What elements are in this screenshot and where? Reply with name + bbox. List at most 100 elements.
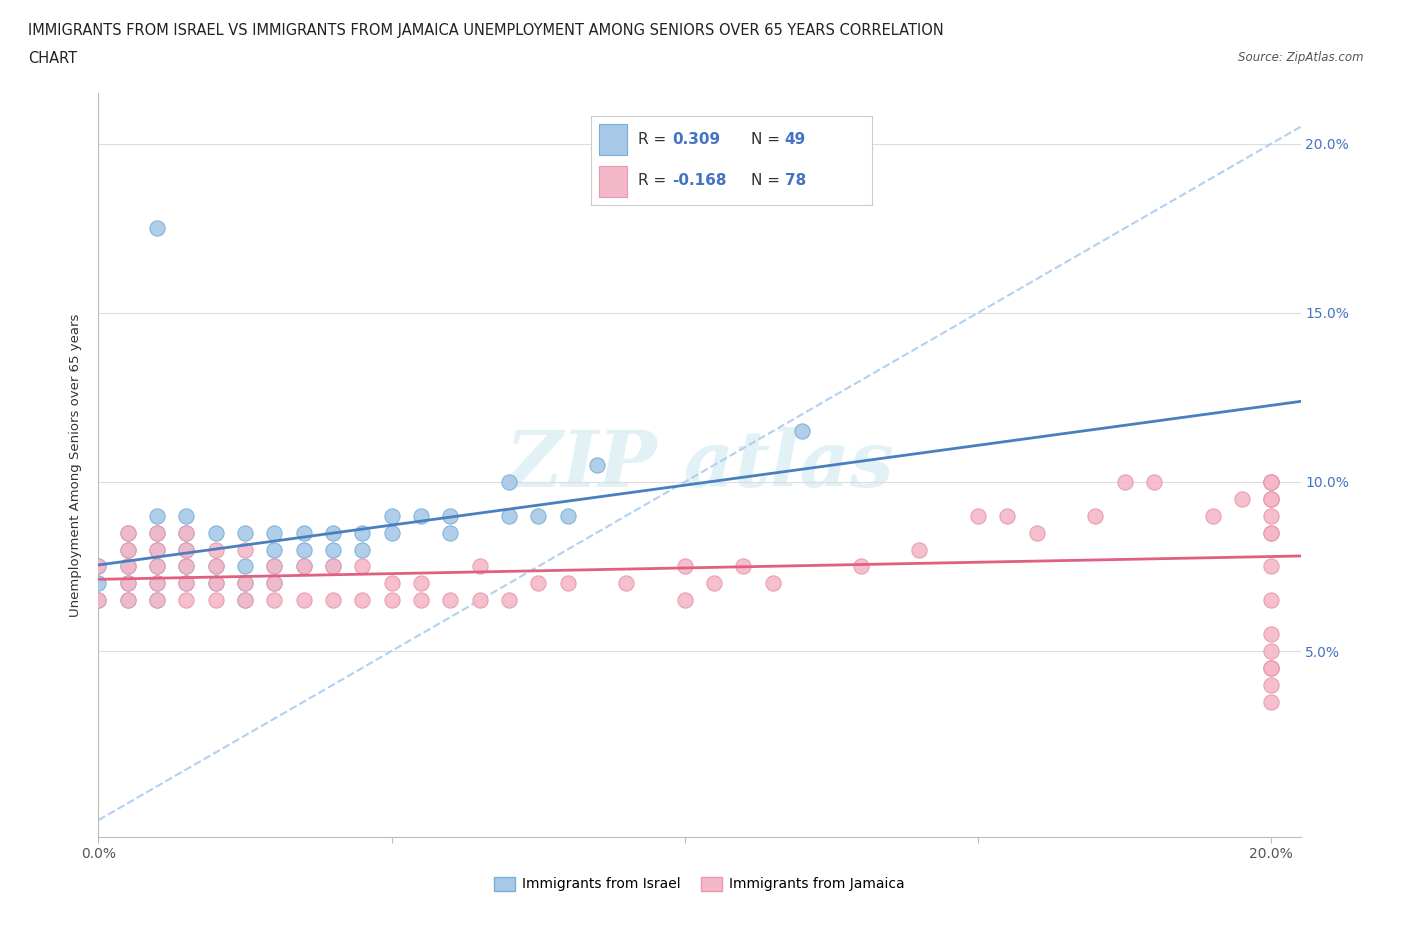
Point [1260,509,1282,524]
Point [908,542,931,557]
Point [176,576,198,591]
Point [233,542,256,557]
Point [263,559,285,574]
Point [498,474,520,489]
Point [292,592,315,607]
Text: 0.309: 0.309 [672,132,720,147]
Text: -0.168: -0.168 [672,173,727,188]
Point [146,220,169,235]
Point [703,576,725,591]
Point [204,576,226,591]
Point [176,525,198,540]
Point [352,592,374,607]
Point [1260,559,1282,574]
Point [233,525,256,540]
Point [117,525,139,540]
Point [204,559,226,574]
Point [733,559,755,574]
Text: N =: N = [751,132,785,147]
Text: R =: R = [638,173,672,188]
Point [1025,525,1047,540]
Point [1260,491,1282,506]
Text: Source: ZipAtlas.com: Source: ZipAtlas.com [1239,51,1364,64]
Point [176,592,198,607]
Point [233,576,256,591]
Point [1260,644,1282,658]
Point [176,542,198,557]
Point [292,559,315,574]
Point [233,592,256,607]
Point [146,542,169,557]
Point [263,542,285,557]
Point [117,592,139,607]
Point [381,509,404,524]
Point [204,576,226,591]
Point [527,509,550,524]
Text: N =: N = [751,173,785,188]
Point [87,576,110,591]
Point [352,542,374,557]
Point [117,542,139,557]
Point [263,592,285,607]
Point [409,576,432,591]
Point [176,559,198,574]
Point [1260,627,1282,642]
Point [1260,660,1282,675]
Point [204,542,226,557]
Point [409,592,432,607]
Point [381,576,404,591]
Point [1114,474,1136,489]
Point [1260,491,1282,506]
Point [1230,491,1253,506]
Point [1084,509,1107,524]
Point [117,576,139,591]
Point [176,509,198,524]
Point [292,525,315,540]
Point [146,592,169,607]
Point [995,509,1018,524]
Point [498,509,520,524]
Point [1260,491,1282,506]
Point [146,525,169,540]
Point [87,592,110,607]
Point [263,525,285,540]
Text: 49: 49 [785,132,806,147]
Point [117,559,139,574]
Point [146,592,169,607]
Text: CHART: CHART [28,51,77,66]
Point [117,559,139,574]
Point [352,559,374,574]
Point [322,592,344,607]
Point [498,592,520,607]
Point [614,576,637,591]
Point [176,559,198,574]
Point [1260,474,1282,489]
Point [233,576,256,591]
Point [233,559,256,574]
Point [439,592,461,607]
Point [263,559,285,574]
Point [527,576,550,591]
Point [322,542,344,557]
Point [263,576,285,591]
Point [381,525,404,540]
FancyBboxPatch shape [599,166,627,196]
Point [1260,525,1282,540]
Point [1260,525,1282,540]
Point [87,592,110,607]
Point [176,542,198,557]
Point [468,559,491,574]
Point [146,576,169,591]
Point [292,559,315,574]
Point [117,525,139,540]
Y-axis label: Unemployment Among Seniors over 65 years: Unemployment Among Seniors over 65 years [69,313,83,617]
Point [673,559,696,574]
Point [204,592,226,607]
Point [1201,509,1223,524]
Point [117,576,139,591]
Point [87,559,110,574]
Text: R =: R = [638,132,672,147]
Point [146,509,169,524]
Point [176,576,198,591]
Point [1260,592,1282,607]
